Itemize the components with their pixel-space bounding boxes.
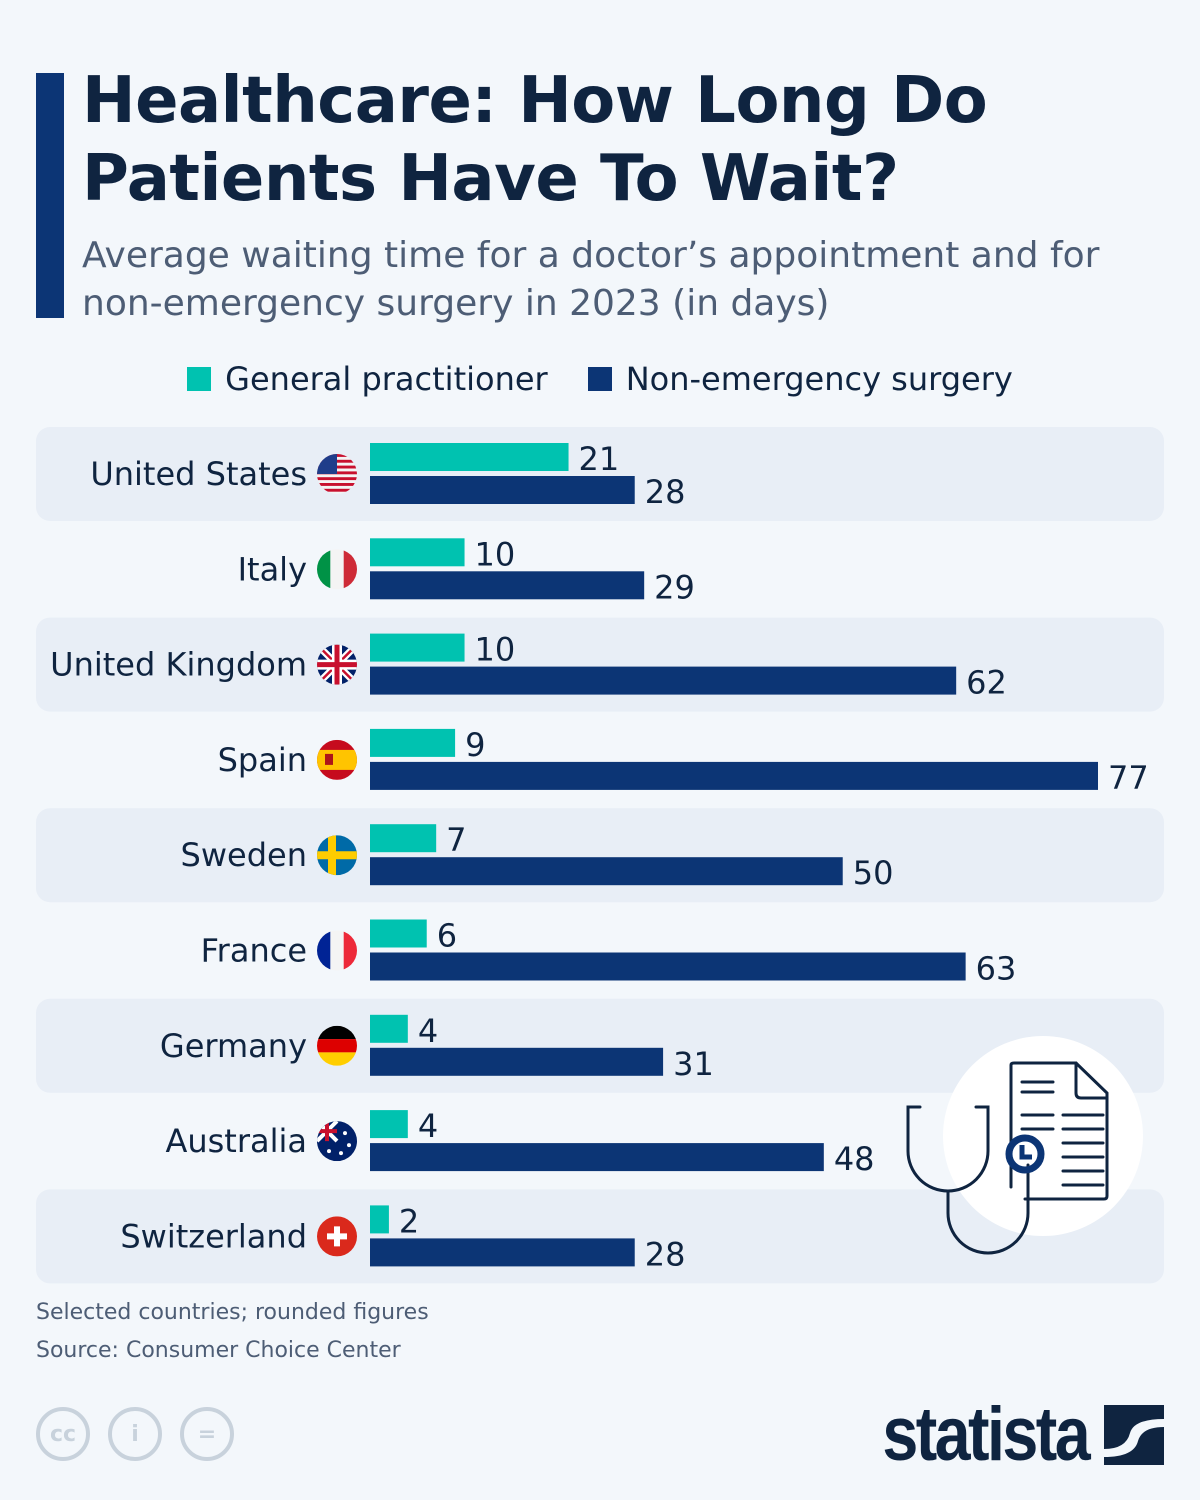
title-accent-bar xyxy=(36,73,64,318)
data-label: 62 xyxy=(966,664,1007,702)
category-label: Germany xyxy=(160,1027,307,1065)
germany-flag-icon xyxy=(317,1025,357,1066)
data-label: 28 xyxy=(645,1235,686,1273)
footnote: Selected countries; rounded figures xyxy=(36,1300,429,1325)
category-label: Australia xyxy=(165,1122,307,1160)
data-label: 50 xyxy=(853,854,894,892)
row-background xyxy=(36,808,1164,903)
legend-item-gp: General practitioner xyxy=(187,360,548,398)
bar-non-emergency-surgery xyxy=(370,1238,635,1267)
bar-general-practitioner xyxy=(370,1205,389,1234)
statista-wordmark: statista xyxy=(882,1392,1090,1477)
category-label: Sweden xyxy=(181,836,307,874)
bar-non-emergency-surgery xyxy=(370,761,1098,790)
chart-title: Healthcare: How Long Do Patients Have To… xyxy=(82,64,988,216)
italy-flag-icon xyxy=(317,549,357,590)
bar-general-practitioner xyxy=(370,538,465,567)
data-label: 63 xyxy=(976,950,1017,988)
cc-license-icon[interactable]: cc xyxy=(36,1407,90,1461)
data-label: 28 xyxy=(645,473,686,511)
uk-flag-icon xyxy=(317,644,357,685)
bar-general-practitioner xyxy=(370,1110,408,1139)
bar-general-practitioner xyxy=(370,919,427,948)
bar-non-emergency-surgery xyxy=(370,476,635,504)
no-derivatives-icon[interactable]: = xyxy=(180,1407,234,1461)
row-background xyxy=(36,427,1164,521)
data-label: 10 xyxy=(475,631,516,669)
bar-non-emergency-surgery xyxy=(370,857,843,886)
bar-general-practitioner xyxy=(370,824,437,853)
row-background xyxy=(36,998,1164,1093)
bar-general-practitioner xyxy=(370,633,465,662)
legend-swatch-surgery xyxy=(587,367,612,391)
category-label: Switzerland xyxy=(120,1217,307,1255)
bar-general-practitioner xyxy=(370,728,456,757)
data-label: 31 xyxy=(673,1045,714,1083)
chart-subtitle: Average waiting time for a doctor’s appo… xyxy=(82,235,1100,324)
attribution-icon[interactable]: i xyxy=(108,1407,162,1461)
data-label: 21 xyxy=(579,440,620,478)
legend-label-gp: General practitioner xyxy=(225,360,548,398)
statista-logo-icon xyxy=(1104,1405,1164,1465)
data-label: 9 xyxy=(465,726,485,764)
france-flag-icon xyxy=(317,930,357,971)
bar-non-emergency-surgery xyxy=(370,1143,824,1172)
data-label: 4 xyxy=(418,1012,438,1050)
category-label: France xyxy=(201,932,307,970)
category-label: Italy xyxy=(238,550,307,588)
statista-logo[interactable]: statista xyxy=(846,1392,1164,1477)
source: Source: Consumer Choice Center xyxy=(36,1338,401,1363)
legend-label-surgery: Non-emergency surgery xyxy=(625,360,1013,398)
sweden-flag-icon xyxy=(317,835,357,876)
bar-non-emergency-surgery xyxy=(370,952,966,981)
legend-swatch-gp xyxy=(187,367,212,391)
data-label: 77 xyxy=(1108,759,1149,797)
data-label: 2 xyxy=(399,1202,419,1240)
data-label: 4 xyxy=(418,1107,438,1145)
australia-flag-icon xyxy=(317,1121,357,1162)
category-label: United Kingdom xyxy=(50,646,307,684)
legend: General practitioner Non-emergency surge… xyxy=(0,360,1200,398)
us-flag-icon xyxy=(317,454,357,494)
category-label: Spain xyxy=(218,741,307,779)
bar-general-practitioner xyxy=(370,1014,408,1043)
category-label: United States xyxy=(90,455,307,493)
data-label: 48 xyxy=(834,1140,875,1178)
bar-non-emergency-surgery xyxy=(370,1047,664,1076)
switzerland-flag-icon xyxy=(317,1216,357,1257)
data-label: 10 xyxy=(475,535,516,573)
bar-non-emergency-surgery xyxy=(370,571,645,600)
legend-item-surgery: Non-emergency surgery xyxy=(587,360,1013,398)
stethoscope-document-icon xyxy=(906,1036,1143,1255)
bar-non-emergency-surgery xyxy=(370,666,957,695)
spain-flag-icon xyxy=(317,739,357,780)
data-label: 7 xyxy=(446,821,466,859)
data-label: 6 xyxy=(437,917,457,955)
data-label: 29 xyxy=(654,568,695,606)
row-background xyxy=(36,1189,1164,1284)
bar-general-practitioner xyxy=(370,443,569,471)
